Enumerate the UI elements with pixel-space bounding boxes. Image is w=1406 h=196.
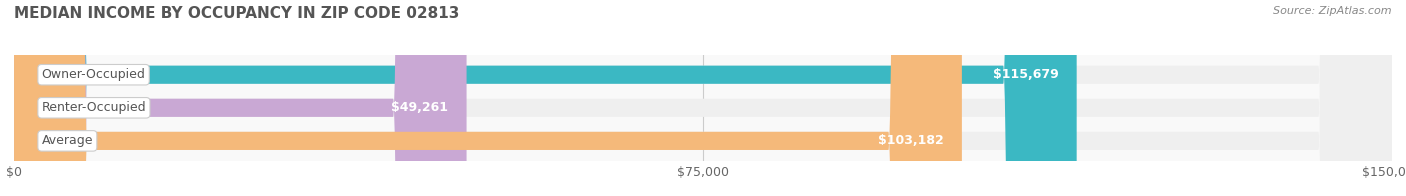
FancyBboxPatch shape [14,0,1392,196]
Text: Owner-Occupied: Owner-Occupied [42,68,145,81]
FancyBboxPatch shape [14,0,1392,196]
FancyBboxPatch shape [14,0,467,196]
Text: $103,182: $103,182 [877,134,943,147]
Text: $115,679: $115,679 [993,68,1059,81]
FancyBboxPatch shape [14,0,1077,196]
Text: Average: Average [42,134,93,147]
Text: MEDIAN INCOME BY OCCUPANCY IN ZIP CODE 02813: MEDIAN INCOME BY OCCUPANCY IN ZIP CODE 0… [14,6,460,21]
Text: $49,261: $49,261 [391,101,449,114]
Text: Renter-Occupied: Renter-Occupied [42,101,146,114]
FancyBboxPatch shape [14,0,962,196]
FancyBboxPatch shape [14,0,1392,196]
Text: Source: ZipAtlas.com: Source: ZipAtlas.com [1274,6,1392,16]
